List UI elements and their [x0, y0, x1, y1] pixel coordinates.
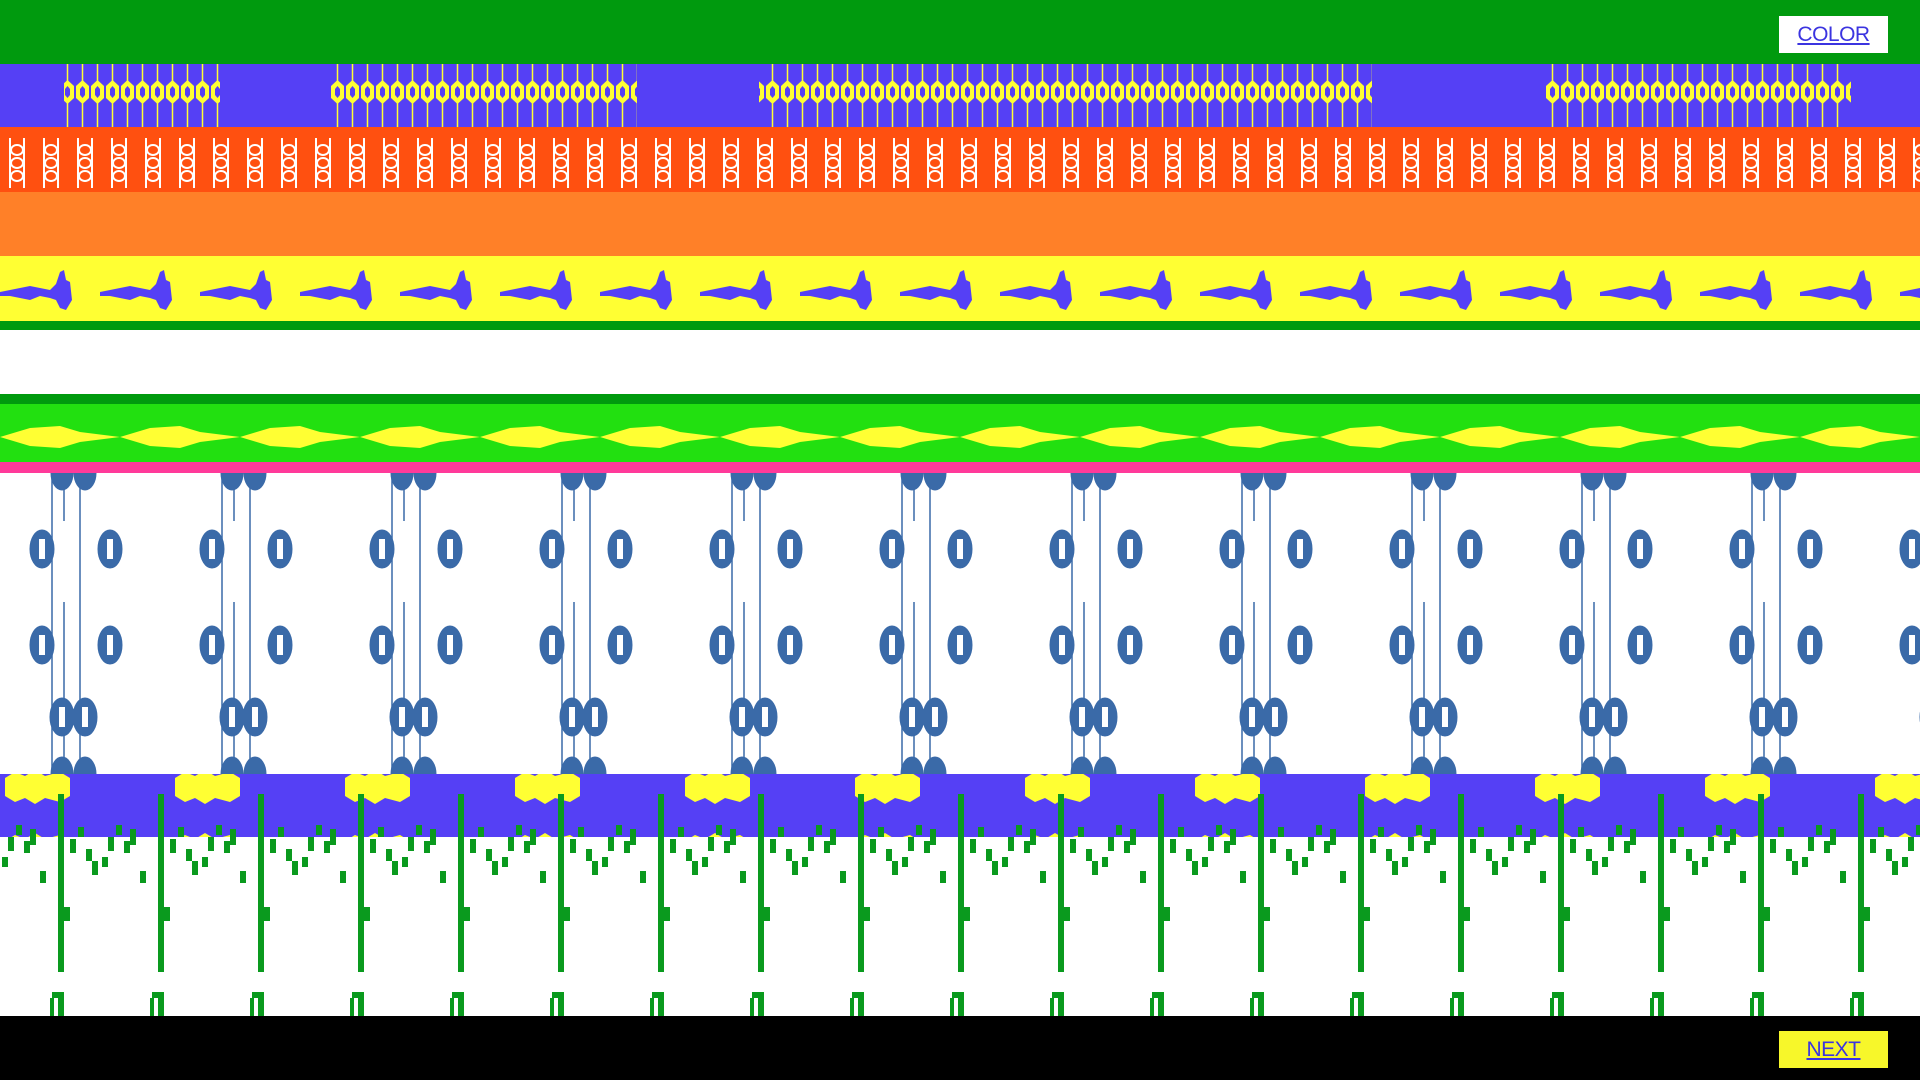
- color-button[interactable]: COLOR: [1779, 16, 1888, 53]
- next-button[interactable]: NEXT: [1779, 1031, 1888, 1068]
